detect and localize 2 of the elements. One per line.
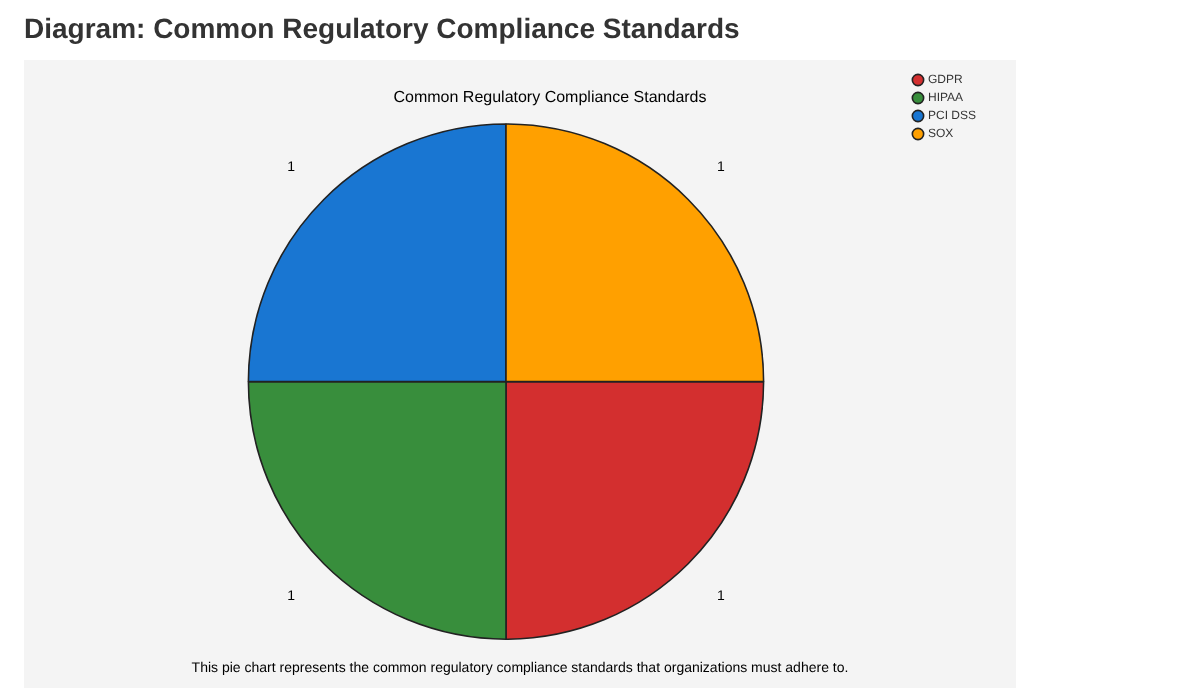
text: Common Regulatory Compliance Standards [393, 88, 707, 107]
chart-title: Diagram: Common Regulatory Compliance Standards [24, 12, 740, 44]
